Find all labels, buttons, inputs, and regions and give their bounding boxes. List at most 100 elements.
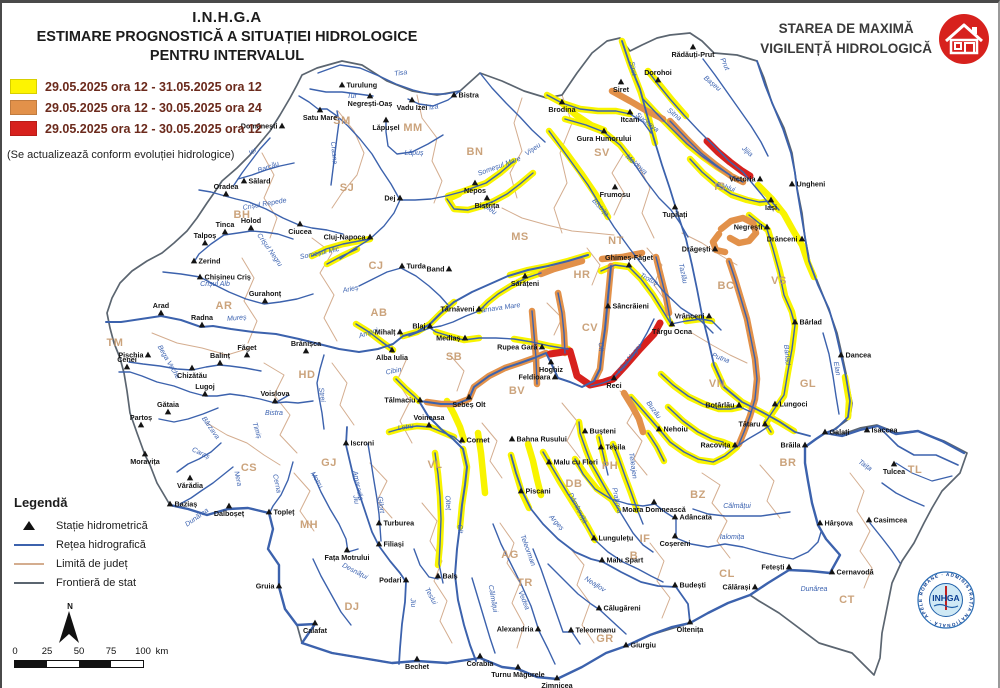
station-label: Turburea: [384, 519, 416, 528]
warning-line2: VIGILENȚĂ HIDROLOGICĂ: [760, 41, 932, 56]
station-label: Vărădia: [177, 481, 204, 490]
station-marker: [296, 220, 304, 227]
station-marker: [671, 203, 679, 210]
river-path: [479, 72, 546, 143]
station-label: Ungheni: [797, 180, 826, 189]
river-path: [621, 40, 811, 437]
station-label: Nehoiu: [664, 425, 688, 434]
station-marker: [471, 179, 479, 186]
river-path: [647, 70, 773, 209]
county-boundary-line: [759, 464, 781, 519]
station-label: Sălard: [249, 177, 271, 186]
station-label: Tătaru: [739, 420, 761, 429]
station-marker: [342, 439, 350, 446]
station-label: Lungulețu: [599, 534, 634, 543]
station-label: Lugoj: [195, 382, 215, 391]
station-marker: [311, 619, 319, 626]
river-label: Teslui: [423, 587, 438, 607]
station-label: Lungoci: [780, 400, 808, 409]
station-marker: [413, 655, 421, 662]
county-boundary-line: [261, 152, 278, 239]
station-marker: [476, 652, 484, 659]
station-marker: [650, 498, 658, 505]
station-label: Victoria: [729, 175, 756, 184]
station-marker: [475, 305, 483, 312]
river-path: [542, 451, 664, 583]
flood-warning-orange-reach: [608, 87, 667, 123]
station-marker: [731, 441, 739, 448]
station-marker: [686, 618, 694, 625]
station-label: Voislova: [260, 389, 290, 398]
station-label: Voineasa: [413, 413, 445, 422]
county-boundary-line: [449, 354, 465, 392]
county-code: NT: [608, 235, 624, 247]
station-label: Drânceni: [767, 235, 798, 244]
station-marker: [600, 127, 608, 134]
warning-banner: STAREA DE MAXIMĂ VIGILENȚĂ HIDROLOGICĂ: [760, 11, 992, 67]
station-marker: [863, 426, 871, 433]
county-code: MS: [511, 231, 529, 243]
river-label: Dâmbovița: [566, 492, 588, 525]
river-label: Gilort: [376, 496, 385, 515]
county-code: BN: [467, 146, 484, 158]
county-code: GR: [596, 633, 614, 645]
scale-bar-segments: [14, 660, 144, 668]
station-marker: [275, 582, 283, 589]
station-label: Iași: [765, 203, 777, 212]
station-marker: [396, 194, 404, 201]
station-marker: [396, 328, 404, 335]
river-label: Bârlad: [782, 344, 791, 366]
county-code: HR: [574, 269, 591, 281]
river-path: [548, 130, 714, 334]
interval-label: 29.05.2025 ora 12 - 31.05.2025 ora 12: [45, 79, 262, 94]
station-label: Alexandria: [497, 625, 535, 634]
river-path: [692, 508, 791, 517]
river-path: [274, 400, 314, 404]
county-boundary-line: [293, 472, 315, 532]
station-label: Sebeș Olt: [452, 400, 486, 409]
station-label: Brodina: [548, 105, 576, 114]
river-path: [895, 462, 953, 482]
river-label: Bașeu: [702, 75, 722, 93]
river-path: [492, 523, 556, 665]
river-label: Motru: [309, 471, 324, 490]
station-marker: [141, 450, 149, 457]
river-label: Tisa: [394, 69, 408, 78]
station-label: Mihalț: [375, 328, 396, 337]
station-label: Turulung: [347, 81, 378, 90]
station-label: Casimcea: [874, 516, 909, 525]
river-label: Olt: [456, 524, 464, 535]
river-label: Dunărea: [184, 507, 210, 528]
station-marker: [771, 400, 779, 407]
scale-bar: 0 25 50 75 100 km: [12, 646, 168, 668]
river-label: Timiș: [251, 422, 263, 440]
north-arrow: N: [54, 601, 84, 650]
station-marker: [788, 180, 796, 187]
station-label: Oradea: [214, 182, 240, 191]
river-path: [128, 361, 262, 372]
station-marker: [316, 106, 324, 113]
station-label: Turnu Măgurele: [491, 670, 544, 679]
legend-row: Rețea hidrografică: [14, 539, 148, 551]
state-border: [106, 32, 968, 680]
station-label: Coșereni: [660, 539, 691, 548]
county-boundary-line: [501, 207, 615, 236]
station-label: Boțârlău: [705, 401, 734, 410]
station-label: Fetești: [761, 563, 784, 572]
scale-tick: 100: [135, 646, 151, 657]
river-path: [655, 256, 672, 325]
station-marker: [598, 556, 606, 563]
legend-rows: Stație hidrometrică Rețea hidrografică Lim…: [14, 520, 148, 589]
flood-warning-orange-reach: [598, 249, 646, 263]
station-marker: [445, 265, 453, 272]
line-symbol: [14, 581, 44, 585]
river-label: Moldova: [624, 153, 648, 176]
station-label: Rădăuți-Prut: [671, 50, 715, 59]
river-path: [877, 425, 959, 466]
map-subtitle: PENTRU INTERVALUL: [149, 48, 305, 64]
county-code: BR: [780, 457, 797, 469]
station-marker: [671, 513, 679, 520]
station-label: Lăpușel: [372, 123, 399, 132]
